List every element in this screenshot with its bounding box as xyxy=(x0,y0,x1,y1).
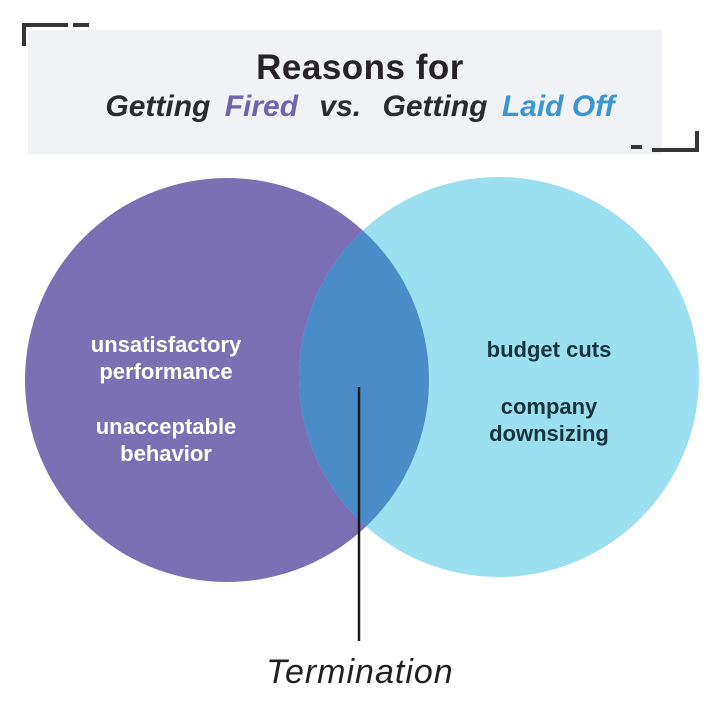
subtitle-word-laid-off: Laid Off xyxy=(501,90,615,123)
overlap-label-termination: Termination xyxy=(266,653,454,691)
page-title: Reasons for xyxy=(256,48,464,87)
crop-bracket-top-left xyxy=(22,23,68,46)
crop-dash-bottom-right xyxy=(631,145,642,149)
left-circle-item-1: unsatisfactory performance xyxy=(90,332,242,384)
crop-dash-top-left xyxy=(73,23,89,27)
title-background-box xyxy=(28,30,662,154)
subtitle-word-getting-1: Getting xyxy=(105,90,211,123)
subtitle-word-fired: Fired xyxy=(224,90,299,123)
subtitle-word-getting-2: Getting xyxy=(382,90,488,123)
crop-bracket-bottom-right xyxy=(652,131,699,152)
page-subtitle: Getting Fired vs. Getting Laid Off xyxy=(0,88,720,126)
right-circle-item-2: company downsizing xyxy=(489,394,609,446)
subtitle-word-vs: vs. xyxy=(319,90,362,123)
left-circle-item-2: unacceptable behavior xyxy=(95,414,237,466)
overlap-region xyxy=(299,178,429,577)
right-circle-item-1: budget cuts xyxy=(486,337,612,362)
